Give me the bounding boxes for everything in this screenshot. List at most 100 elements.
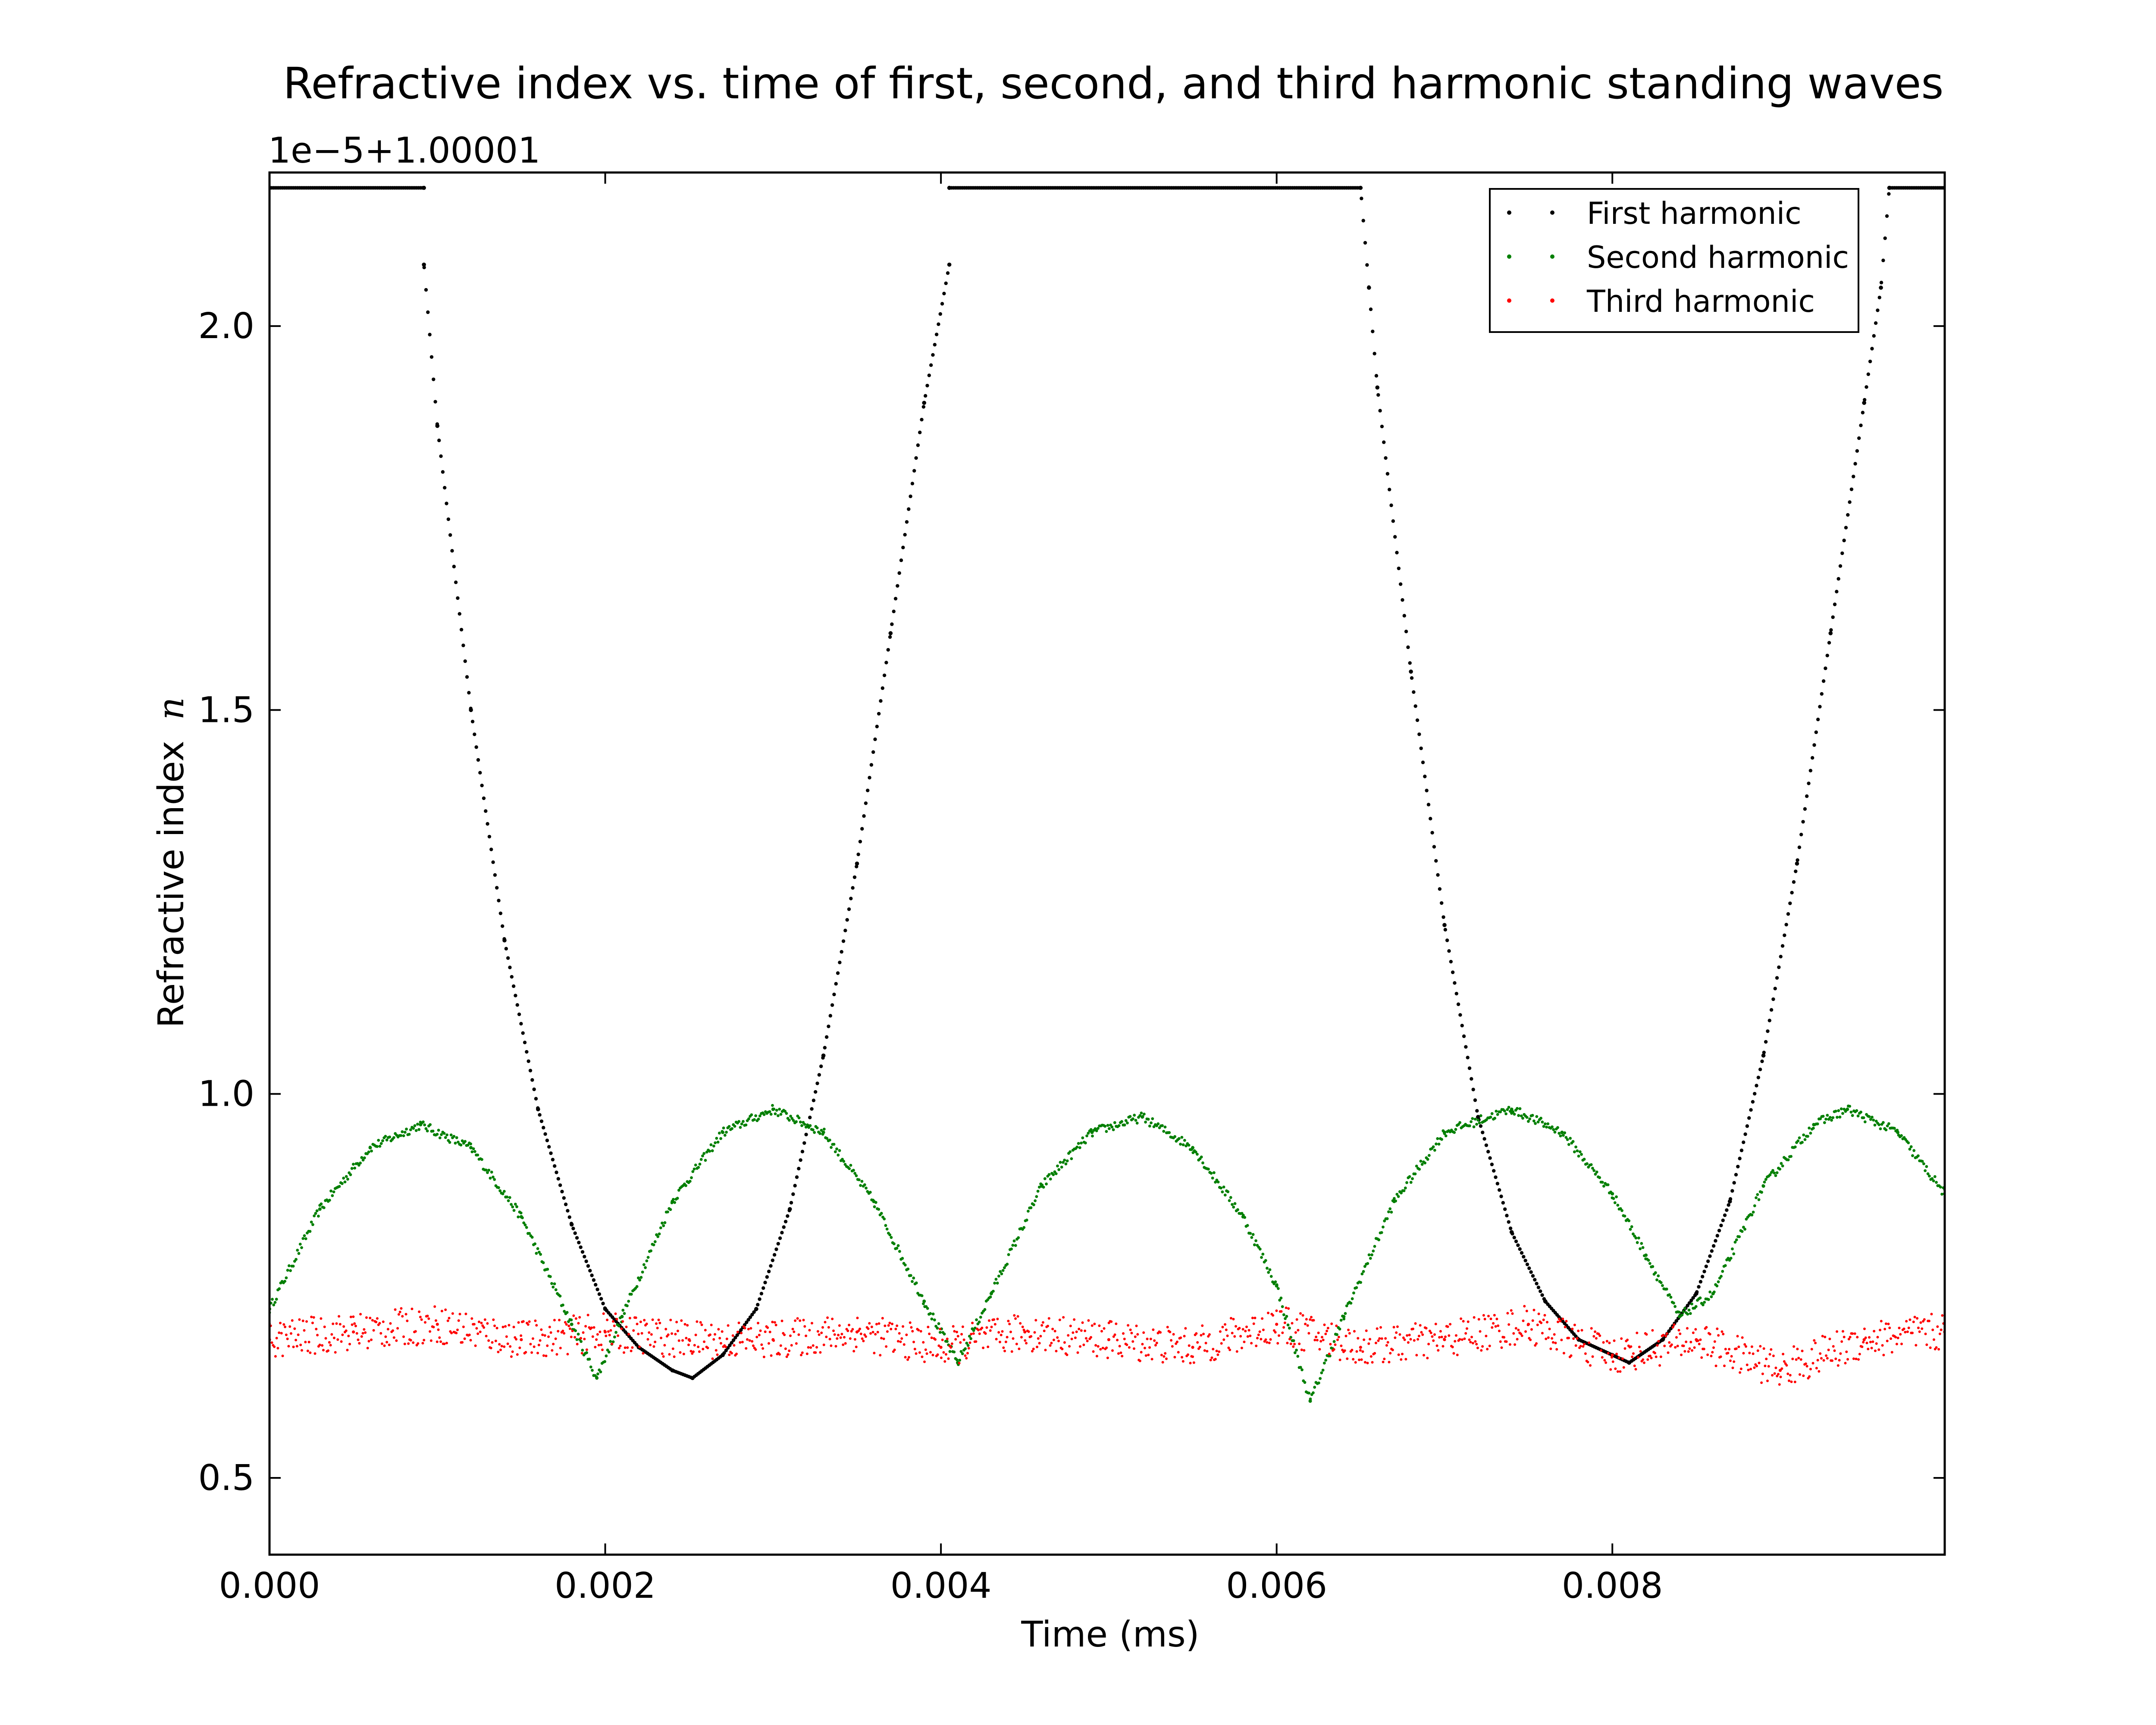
series-dot: [1620, 1337, 1623, 1340]
series-dot: [838, 1324, 841, 1327]
series-dot: [664, 1327, 667, 1330]
series-dot: [905, 1333, 908, 1336]
series-dot: [890, 1327, 893, 1330]
series-dot: [1110, 1125, 1114, 1129]
series-dot: [1592, 1335, 1595, 1338]
series-dot: [1924, 1169, 1927, 1173]
series-dot: [367, 1339, 370, 1342]
series-dot: [822, 1343, 825, 1346]
series-dot: [653, 1240, 657, 1243]
series-dot: [943, 1360, 946, 1363]
series-dot: [1091, 1134, 1094, 1138]
series-dot: [491, 1341, 494, 1344]
series-dot: [925, 383, 929, 388]
series-dot: [962, 1338, 965, 1341]
series-dot: [783, 1110, 787, 1113]
series-dot: [1359, 1349, 1362, 1352]
series-dot: [342, 1176, 345, 1180]
series-dot: [1124, 1119, 1128, 1122]
series-dot: [1873, 1330, 1876, 1333]
series-dot: [1034, 1199, 1037, 1202]
series-dot: [332, 1322, 335, 1325]
series-dot: [1833, 602, 1837, 606]
series-dot: [1281, 1331, 1284, 1334]
series-dot: [498, 1343, 501, 1346]
series-dot: [880, 1212, 883, 1215]
series-dot: [1222, 1338, 1225, 1341]
series-dot: [1045, 1182, 1048, 1186]
series-dot: [1351, 1349, 1354, 1352]
series-dot: [1598, 1334, 1601, 1337]
series-dot: [594, 1346, 597, 1349]
series-dot: [789, 1114, 792, 1118]
series-dot: [990, 1326, 993, 1329]
series-dot: [1551, 1337, 1554, 1340]
series-dot: [638, 1346, 641, 1349]
series-dot: [946, 1337, 949, 1340]
series-dot: [923, 394, 928, 398]
series-dot: [1797, 845, 1802, 850]
series-dot: [754, 1114, 757, 1117]
series-dot: [733, 1336, 737, 1340]
series-dot: [1780, 1367, 1783, 1370]
series-dot: [740, 1332, 743, 1335]
series-dot: [1226, 1190, 1230, 1193]
series-dot: [1614, 1367, 1617, 1370]
series-dot: [1413, 1339, 1416, 1342]
series-dot: [340, 1340, 343, 1343]
series-dot: [551, 1349, 554, 1352]
series-dot: [1388, 1207, 1392, 1211]
series-dot: [516, 1353, 519, 1356]
series-dot: [1743, 1132, 1747, 1136]
series-dot: [443, 1342, 446, 1346]
series-dot: [1786, 912, 1790, 916]
series-dot: [1636, 1241, 1639, 1244]
series-dot: [1661, 1284, 1664, 1287]
series-dot: [1340, 1344, 1343, 1347]
series-dot: [768, 1342, 771, 1345]
series-dot: [1630, 1345, 1633, 1348]
series-dot: [1874, 1349, 1877, 1352]
series-dot: [944, 1353, 947, 1356]
series-dot: [736, 1330, 739, 1333]
series-dot: [1917, 1327, 1920, 1330]
series-dot: [580, 1352, 583, 1355]
series-dot: [907, 1356, 910, 1359]
series-dot: [1710, 1249, 1714, 1253]
series-dot: [1834, 1357, 1837, 1360]
series-dot: [1843, 1107, 1846, 1111]
series-dot: [805, 1352, 808, 1355]
y-tick-label: 1.5: [198, 690, 254, 731]
series-dot: [1306, 1324, 1309, 1327]
series-dot: [1837, 1109, 1840, 1112]
series-dot: [728, 1353, 731, 1356]
series-dot: [1836, 1364, 1839, 1367]
series-dot: [433, 400, 437, 404]
series-dot: [1816, 1122, 1819, 1126]
series-dot: [538, 1113, 542, 1117]
series-dot: [756, 1303, 760, 1307]
series-dot: [1225, 1328, 1228, 1331]
series-dot: [1856, 1114, 1860, 1118]
series-dot: [893, 596, 898, 601]
series-dot: [630, 1292, 633, 1296]
series-dot: [869, 763, 874, 767]
series-dot: [596, 1372, 599, 1376]
series-dot: [1766, 1029, 1770, 1033]
series-dot: [1235, 1325, 1238, 1328]
series-dot: [1808, 1375, 1811, 1378]
series-dot: [638, 1278, 642, 1282]
series-dot: [1226, 1334, 1229, 1337]
series-dot: [912, 1276, 915, 1280]
series-dot: [530, 1236, 534, 1239]
series-dot: [1449, 960, 1453, 964]
series-dot: [923, 1360, 926, 1363]
series-dot: [1549, 1347, 1552, 1350]
series-dot: [1443, 1338, 1446, 1341]
series-dot: [1443, 928, 1448, 932]
series-dot: [1869, 1118, 1872, 1121]
series-dot: [895, 1247, 899, 1250]
series-dot: [331, 1194, 334, 1197]
series-dot: [1685, 1340, 1688, 1343]
